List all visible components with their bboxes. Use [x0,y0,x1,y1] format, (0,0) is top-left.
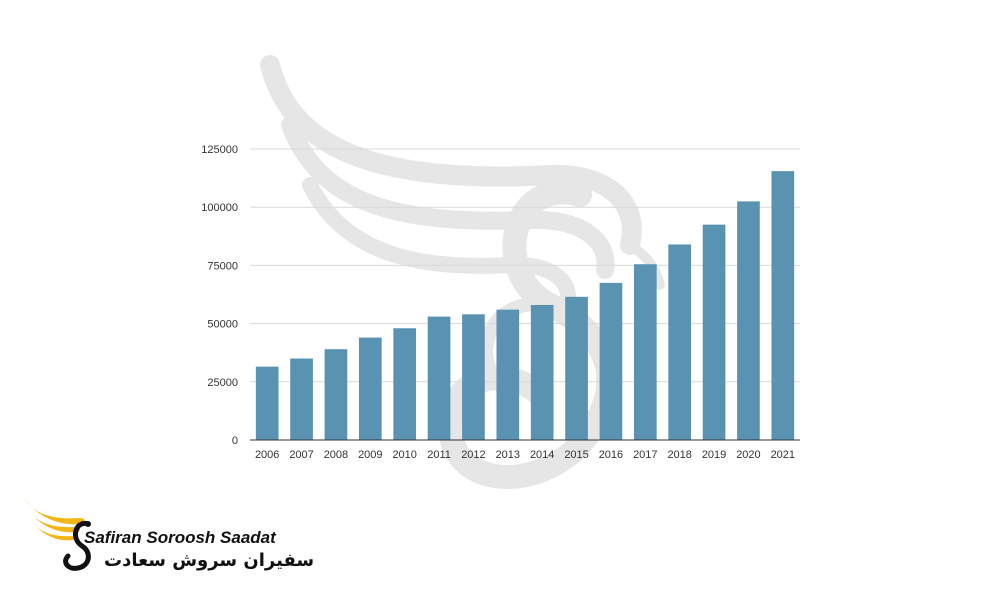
y-tick-label: 25000 [207,377,238,389]
x-tick-label: 2014 [530,449,554,461]
bar-2016 [599,282,623,440]
x-tick-label: 2017 [633,449,657,461]
bar-2010 [393,328,417,440]
x-tick-label: 2016 [599,449,623,461]
bar-2006 [255,366,279,440]
bar-2019 [702,224,726,440]
x-tick-label: 2007 [289,449,313,461]
bar-2015 [565,296,588,440]
bar-2008 [324,349,348,440]
bar-2013 [496,309,520,440]
bar-2021 [771,171,795,440]
x-tick-label: 2020 [736,449,760,461]
bar-2014 [530,304,554,440]
bird-wing-logo-icon [24,498,91,571]
x-tick-label: 2010 [392,449,416,461]
bar-2011 [427,316,451,440]
bar-2007 [290,358,313,440]
x-tick-label: 2011 [427,449,451,461]
y-tick-label: 125000 [201,144,238,156]
company-logo: Safiran Soroosh Saadat سفیران سروش سعادت [22,494,314,584]
x-tick-label: 2021 [771,449,795,461]
company-name-persian: سفیران سروش سعادت [104,550,315,571]
bars [255,171,795,440]
bar-2017 [633,264,657,440]
bar-2018 [668,244,692,440]
y-axis-ticks: 0 25000 50000 75000 100000 125000 [201,144,238,447]
x-tick-label: 2018 [667,449,691,461]
y-tick-label: 0 [232,435,238,447]
bar-2009 [358,337,382,440]
x-axis-ticks: 2006 2007 2008 2009 2010 2011 2012 2013 2014 2015… [255,449,795,461]
x-tick-label: 2009 [358,449,382,461]
y-tick-label: 100000 [201,202,238,214]
x-tick-label: 2013 [496,449,520,461]
x-tick-label: 2019 [702,449,726,461]
x-tick-label: 2006 [255,449,279,461]
y-tick-label: 50000 [207,319,238,331]
company-name: Safiran Soroosh Saadat [84,528,276,547]
x-tick-label: 2012 [461,449,485,461]
bar-2020 [737,201,760,440]
x-tick-label: 2015 [564,449,588,461]
x-tick-label: 2008 [324,449,348,461]
bar-2012 [462,314,485,440]
y-tick-label: 75000 [207,260,238,272]
